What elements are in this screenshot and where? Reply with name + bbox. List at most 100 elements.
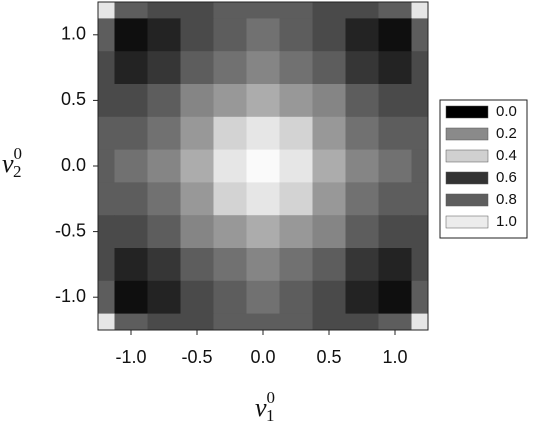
contour-cell — [246, 2, 280, 19]
contour-cell — [378, 51, 412, 85]
contour-field — [98, 2, 428, 330]
contour-cell — [180, 248, 214, 282]
legend-label: 0.8 — [496, 191, 517, 208]
contour-cell — [180, 84, 214, 118]
contour-cell — [213, 18, 247, 52]
x-axis-label: v0 1 — [255, 388, 275, 425]
contour-cell — [147, 2, 181, 19]
contour-cell — [312, 280, 346, 315]
contour-cell — [213, 313, 247, 330]
contour-cell — [213, 182, 247, 216]
contour-cell — [147, 84, 181, 118]
contour-cell — [114, 51, 148, 85]
contour-cell — [411, 149, 428, 183]
contour-cell — [98, 182, 115, 216]
contour-cell — [345, 215, 379, 249]
legend-label: 0.2 — [496, 125, 517, 142]
contour-cell — [98, 313, 115, 330]
contour-cell — [345, 313, 379, 330]
legend-label: 0.6 — [496, 169, 517, 186]
x-tick-label: -0.5 — [181, 347, 212, 367]
contour-cell — [345, 182, 379, 216]
contour-cell — [180, 280, 214, 315]
contour-cell — [378, 2, 412, 19]
legend-swatch — [445, 149, 489, 163]
contour-cell — [213, 248, 247, 282]
contour-cell — [147, 313, 181, 330]
legend-swatch — [445, 171, 489, 185]
contour-cell — [279, 280, 313, 315]
contour-cell — [279, 84, 313, 118]
contour-cell — [279, 248, 313, 282]
contour-cell — [378, 116, 412, 151]
y-tick-label: 0.0 — [61, 155, 86, 175]
x-label-sub: 1 — [266, 406, 275, 425]
contour-cell — [279, 51, 313, 85]
contour-cell — [98, 18, 115, 52]
x-tick-label: 0.0 — [250, 347, 275, 367]
contour-cell — [246, 313, 280, 330]
contour-cell — [279, 149, 313, 183]
x-tick-label: 0.5 — [316, 347, 341, 367]
contour-cell — [345, 280, 379, 315]
contour-cell — [312, 313, 346, 330]
contour-cell — [98, 84, 115, 118]
contour-cell — [213, 280, 247, 315]
contour-cell — [378, 18, 412, 52]
contour-cell — [114, 313, 148, 330]
contour-cell — [114, 84, 148, 118]
y-tick-label: 1.0 — [61, 24, 86, 44]
contour-cell — [411, 116, 428, 151]
contour-cell — [114, 280, 148, 315]
contour-cell — [98, 280, 115, 315]
legend-swatch — [445, 193, 489, 207]
contour-cell — [213, 84, 247, 118]
contour-cell — [246, 149, 280, 183]
legend-swatch — [445, 105, 489, 119]
legend-swatch — [445, 215, 489, 229]
contour-cell — [114, 18, 148, 52]
contour-cell — [378, 215, 412, 249]
contour-cell — [147, 248, 181, 282]
y-label-sub: 2 — [13, 162, 22, 181]
contour-cell — [246, 51, 280, 85]
contour-cell — [411, 18, 428, 52]
y-label-sup: 0 — [14, 144, 23, 163]
contour-cell — [180, 182, 214, 216]
contour-cell — [378, 313, 412, 330]
contour-cell — [246, 215, 280, 249]
contour-cell — [114, 182, 148, 216]
contour-cell — [312, 149, 346, 183]
contour-cell — [180, 18, 214, 52]
contour-cell — [147, 18, 181, 52]
contour-cell — [147, 215, 181, 249]
contour-cell — [114, 149, 148, 183]
contour-cell — [378, 84, 412, 118]
contour-cell — [114, 215, 148, 249]
contour-cell — [213, 2, 247, 19]
contour-cell — [411, 248, 428, 282]
contour-cell — [378, 182, 412, 216]
legend-label: 1.0 — [496, 213, 517, 230]
x-tick-label: 1.0 — [382, 347, 407, 367]
y-label-v: v — [2, 149, 14, 178]
contour-cell — [345, 149, 379, 183]
contour-cell — [345, 2, 379, 19]
contour-cell — [246, 116, 280, 151]
contour-cell — [312, 84, 346, 118]
x-tick-label: -1.0 — [115, 347, 146, 367]
contour-cell — [147, 280, 181, 315]
contour-cell — [279, 182, 313, 216]
y-tick-label: -0.5 — [55, 220, 86, 240]
contour-cell — [312, 248, 346, 282]
contour-cell — [345, 84, 379, 118]
contour-cell — [180, 149, 214, 183]
contour-cell — [147, 182, 181, 216]
contour-cell — [114, 116, 148, 151]
contour-cell — [147, 149, 181, 183]
legend-swatch — [445, 127, 489, 141]
contour-cell — [411, 84, 428, 118]
contour-cell — [411, 182, 428, 216]
contour-cell — [345, 51, 379, 85]
